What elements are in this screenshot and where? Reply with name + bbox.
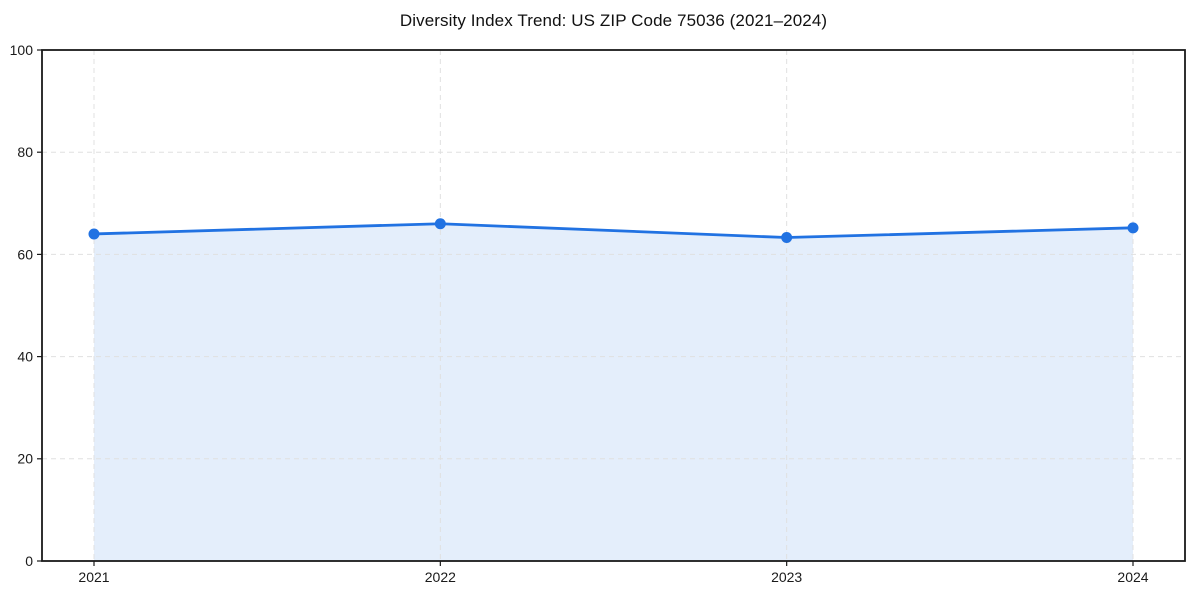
y-tick-label: 20 <box>17 451 33 467</box>
x-tick-label: 2022 <box>425 569 456 585</box>
y-tick-label: 0 <box>25 553 33 569</box>
x-tick-label: 2024 <box>1117 569 1148 585</box>
x-tick-label: 2023 <box>771 569 802 585</box>
y-tick-label: 40 <box>17 349 33 365</box>
data-point <box>1127 222 1139 234</box>
y-tick-label: 60 <box>17 246 33 262</box>
area-fill <box>94 223 1133 562</box>
x-tick-label: 2021 <box>78 569 109 585</box>
y-tick-label: 80 <box>17 144 33 160</box>
data-point <box>88 228 100 240</box>
data-line <box>92 222 1135 239</box>
chart-title: Diversity Index Trend: US ZIP Code 75036… <box>399 11 828 30</box>
axes-frame <box>41 49 1186 562</box>
data-point <box>434 218 446 230</box>
y-tick-label: 100 <box>10 42 34 58</box>
data-point <box>781 232 793 244</box>
